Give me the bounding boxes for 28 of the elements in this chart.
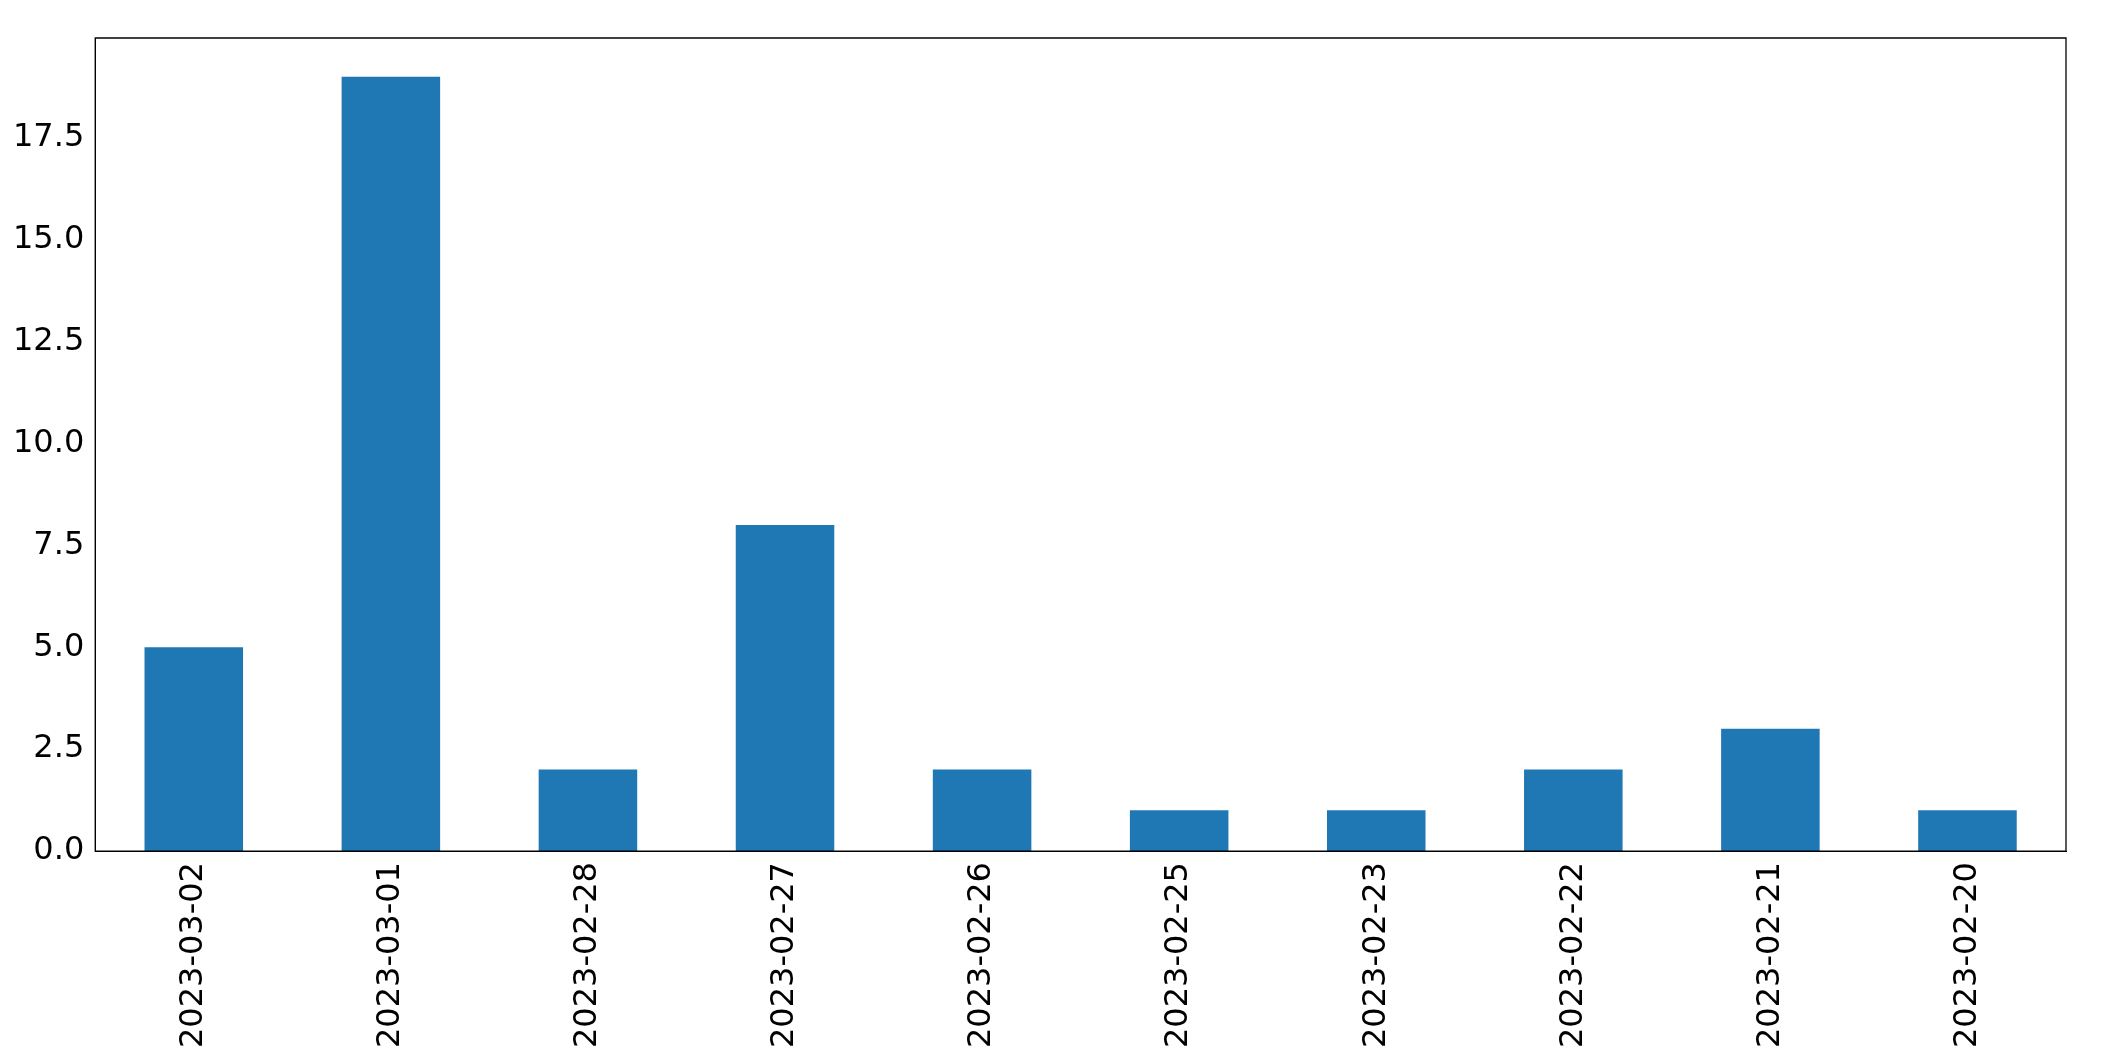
y-tick-label: 17.5 [13,116,85,155]
bar [341,76,441,852]
bar [1129,810,1229,852]
x-tick-label: 2023-02-25 [1157,862,1196,1048]
x-tick-label: 2023-02-27 [763,862,802,1048]
bar [1326,810,1426,852]
y-tick-label: 5.0 [33,625,85,664]
x-tick-label: 2023-02-26 [960,862,999,1048]
x-tick-label: 2023-02-20 [1945,862,1984,1048]
x-tick-label: 2023-02-21 [1748,862,1787,1048]
x-tick-label: 2023-02-28 [566,862,605,1048]
bar [1524,769,1623,852]
y-tick-label: 10.0 [13,421,85,460]
y-tick-label: 0.0 [33,829,85,868]
bar [735,525,835,852]
bar [538,769,638,852]
bar [144,647,244,852]
y-tick-label: 7.5 [33,523,85,562]
x-tick-label: 2023-03-02 [172,862,211,1048]
y-tick-label: 2.5 [33,727,85,766]
bar [1918,810,2017,852]
bar [1721,728,1820,852]
y-tick-label: 12.5 [13,319,85,358]
x-tick-label: 2023-02-23 [1354,862,1393,1048]
bar [932,769,1032,852]
x-tick-label: 2023-02-22 [1551,862,1590,1048]
x-tick-label: 2023-03-01 [369,862,408,1048]
y-tick-label: 15.0 [13,218,85,257]
